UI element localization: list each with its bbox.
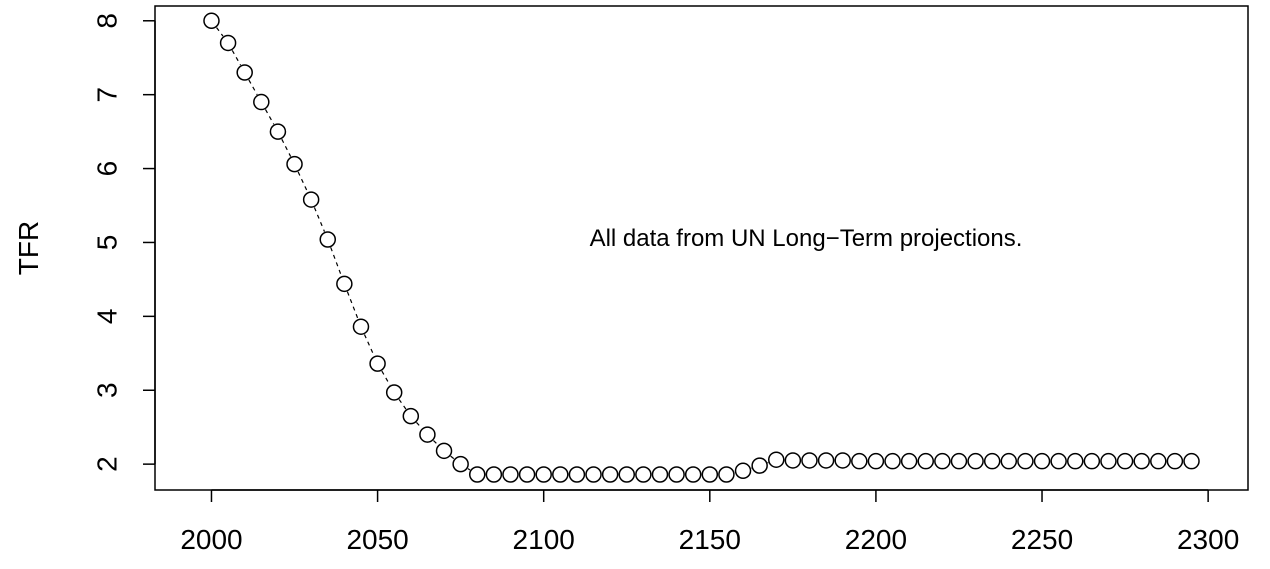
y-tick-label: 8 xyxy=(92,13,123,29)
data-point xyxy=(336,275,353,293)
x-tick-label: 2300 xyxy=(1177,524,1239,555)
data-point xyxy=(452,455,469,473)
y-tick-label: 4 xyxy=(92,309,123,325)
data-points xyxy=(203,12,1200,483)
data-point xyxy=(651,466,669,483)
data-point xyxy=(635,466,652,483)
y-tick-label: 3 xyxy=(92,382,123,398)
data-point xyxy=(1050,452,1067,470)
connector-segment xyxy=(416,422,423,429)
data-point xyxy=(535,466,552,483)
x-axis: 2000 2050 2100 2150 2200 2250 2300 xyxy=(180,489,1239,555)
data-point xyxy=(767,451,785,468)
data-point xyxy=(1000,452,1018,470)
connector-segment xyxy=(467,468,471,471)
connector-segment xyxy=(297,171,309,193)
data-point xyxy=(1017,452,1034,470)
data-point xyxy=(601,466,619,483)
connector-segment xyxy=(248,79,258,95)
data-point xyxy=(319,231,337,248)
connector-segment xyxy=(363,334,375,357)
data-point xyxy=(485,466,503,483)
data-point xyxy=(302,191,320,208)
connector-lines xyxy=(216,27,769,474)
data-point xyxy=(236,64,253,81)
y-tick-label: 6 xyxy=(92,161,123,177)
data-point xyxy=(219,34,237,52)
connector-segment xyxy=(450,455,455,460)
connector-segment xyxy=(346,291,359,319)
data-point xyxy=(469,466,486,483)
data-point xyxy=(751,457,768,474)
data-point xyxy=(1150,452,1167,470)
connector-segment xyxy=(264,109,275,125)
data-point xyxy=(867,452,885,470)
data-point xyxy=(967,452,984,470)
data-point xyxy=(851,452,868,470)
x-tick-label: 2150 xyxy=(679,524,741,555)
y-tick-label: 2 xyxy=(92,456,123,472)
data-point xyxy=(1100,452,1117,470)
data-point xyxy=(568,466,586,483)
data-point xyxy=(817,452,835,469)
data-point xyxy=(684,466,702,483)
connector-segment xyxy=(216,27,224,37)
data-point xyxy=(618,466,636,483)
data-point xyxy=(552,466,569,483)
data-point xyxy=(734,462,752,480)
connector-segment xyxy=(231,50,242,66)
data-point xyxy=(402,407,420,425)
data-point xyxy=(884,452,901,470)
x-tick-label: 2000 xyxy=(180,524,242,555)
data-point xyxy=(352,318,370,335)
connector-segment xyxy=(281,138,292,157)
data-point xyxy=(518,466,536,483)
chart-annotation: All data from UN Long−Term projections. xyxy=(590,225,1023,252)
data-point xyxy=(917,452,934,470)
data-point xyxy=(203,12,220,30)
data-point xyxy=(934,452,951,470)
data-point xyxy=(385,384,403,401)
data-point xyxy=(668,466,685,483)
data-point xyxy=(900,452,918,470)
data-point xyxy=(718,466,735,483)
connector-segment xyxy=(381,370,391,386)
connector-segment xyxy=(313,207,326,232)
data-point xyxy=(834,452,851,469)
data-point xyxy=(1183,452,1200,470)
data-point xyxy=(419,426,436,443)
data-point xyxy=(286,155,303,173)
y-axis: 2 3 4 5 6 7 8 xyxy=(92,13,156,472)
connector-segment xyxy=(433,440,439,446)
y-axis-label: TFR xyxy=(13,221,44,275)
data-point xyxy=(701,466,719,483)
data-point xyxy=(1083,452,1101,470)
x-tick-label: 2050 xyxy=(346,524,408,555)
data-point xyxy=(1116,452,1134,470)
y-tick-label: 7 xyxy=(92,87,123,103)
x-tick-label: 2100 xyxy=(513,524,575,555)
data-point xyxy=(585,466,602,483)
data-point xyxy=(1133,452,1150,470)
x-tick-label: 2250 xyxy=(1011,524,1073,555)
data-point xyxy=(1033,452,1051,470)
data-point xyxy=(369,355,386,372)
data-point xyxy=(950,452,968,470)
data-point xyxy=(435,442,453,460)
data-point xyxy=(983,452,1001,470)
data-point xyxy=(801,452,818,469)
data-point xyxy=(1066,452,1084,470)
data-point xyxy=(784,452,802,469)
data-point xyxy=(269,123,287,140)
data-point xyxy=(502,466,519,483)
data-point xyxy=(253,93,270,111)
data-point xyxy=(1166,452,1184,470)
connector-segment xyxy=(398,399,407,410)
connector-segment xyxy=(330,247,342,277)
y-tick-label: 5 xyxy=(92,235,123,251)
x-tick-label: 2200 xyxy=(845,524,907,555)
